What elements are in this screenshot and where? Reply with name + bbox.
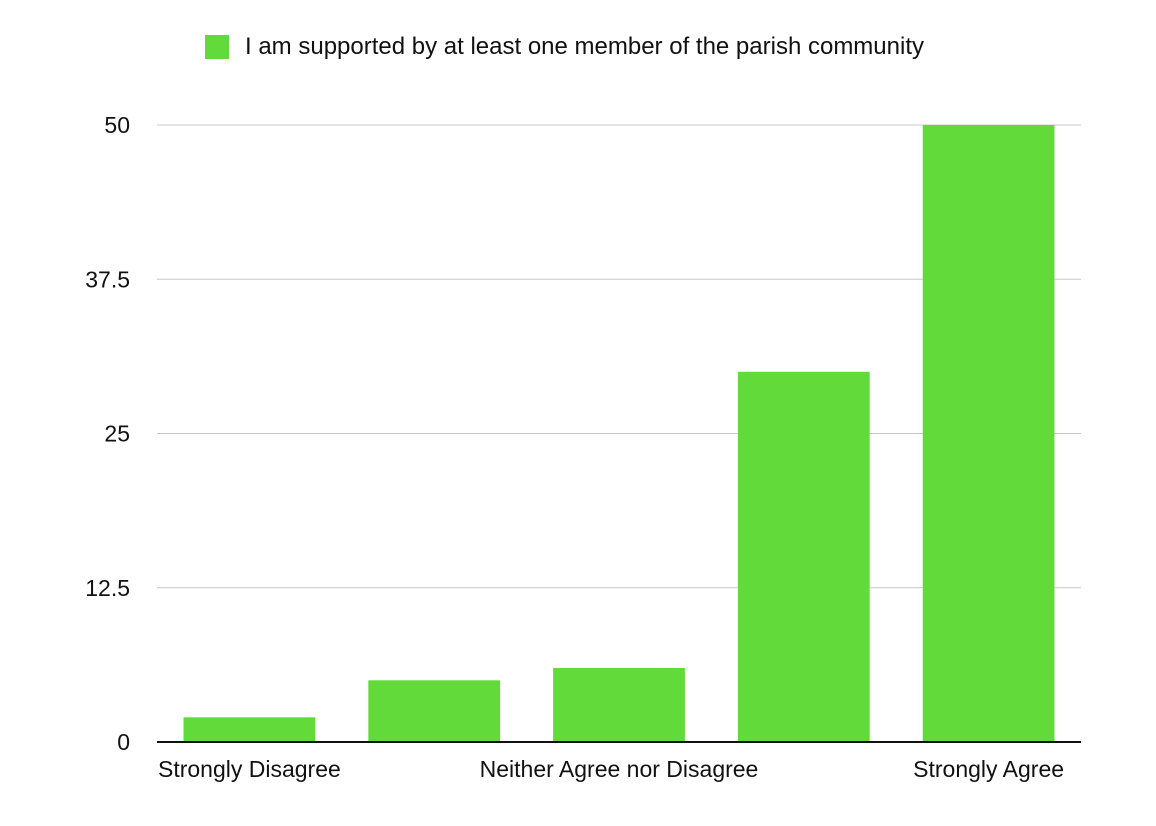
bars <box>183 125 1055 742</box>
y-tick-label: 37.5 <box>85 266 130 292</box>
y-tick-label: 25 <box>104 421 130 447</box>
x-axis-ticks: Strongly Disagree Neither Agree nor Disag… <box>158 756 1064 782</box>
bar <box>922 125 1055 742</box>
legend-swatch <box>205 35 229 59</box>
bar <box>737 371 870 742</box>
x-tick-label: Strongly Disagree <box>158 756 341 782</box>
bar <box>368 680 501 742</box>
x-tick-label: Neither Agree nor Disagree <box>480 756 759 782</box>
bar <box>183 717 316 742</box>
y-tick-label: 0 <box>117 729 130 755</box>
y-tick-label: 50 <box>104 112 130 138</box>
bar <box>553 667 685 742</box>
legend: I am supported by at least one member of… <box>205 33 924 61</box>
y-axis-ticks: 0 12.5 25 37.5 50 <box>85 112 130 755</box>
legend-label: I am supported by at least one member of… <box>245 33 924 60</box>
y-tick-label: 12.5 <box>85 575 130 601</box>
x-tick-label: Strongly Agree <box>913 756 1064 782</box>
